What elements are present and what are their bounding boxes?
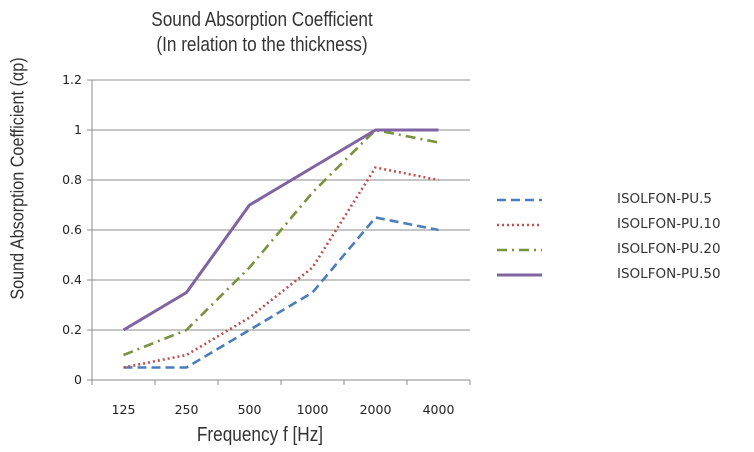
- x-tick-label: 2000: [359, 402, 392, 417]
- series-line-isolfon-pu-5: [123, 216, 439, 369]
- chart-title: Sound Absorption Coefficient: [151, 9, 373, 31]
- x-tick-label: 250: [174, 402, 199, 417]
- series-line-isolfon-pu-20: [123, 128, 439, 357]
- x-tick-label: 1000: [296, 402, 329, 417]
- legend-label: ISOLFON-PU.50: [617, 266, 721, 282]
- x-tick-label: 125: [111, 402, 136, 417]
- series-line-isolfon-pu-50: [122, 128, 439, 332]
- y-tick-label: 0.8: [62, 172, 82, 187]
- chart-subtitle: (In relation to the thickness): [156, 34, 368, 56]
- y-tick-label: 0.6: [62, 222, 82, 237]
- y-tick-label: 0: [74, 372, 82, 387]
- x-tick-label: 4000: [422, 402, 455, 417]
- y-tick-label: 0.4: [62, 272, 82, 287]
- x-axis-label: Frequency f [Hz]: [196, 424, 324, 446]
- y-tick-label: 1: [74, 122, 82, 137]
- legend-label: ISOLFON-PU.10: [617, 216, 721, 232]
- y-tick-label: 0.2: [62, 322, 82, 337]
- series-line-isolfon-pu-10: [123, 166, 439, 369]
- y-axis-label: Sound Absorption Coefficient (αp): [7, 57, 28, 300]
- legend-label: ISOLFON-PU.5: [617, 191, 712, 207]
- y-tick-label: 1.2: [62, 72, 82, 87]
- legend-label: ISOLFON-PU.20: [617, 241, 721, 257]
- x-tick-label: 500: [237, 402, 262, 417]
